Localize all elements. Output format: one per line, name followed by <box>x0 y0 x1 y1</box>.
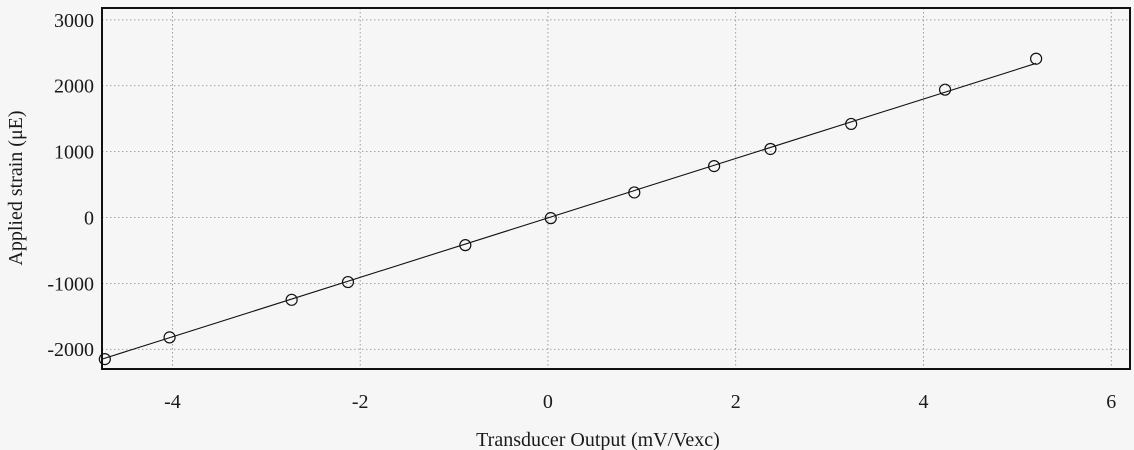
data-point <box>459 239 472 252</box>
fit-line <box>101 62 1037 360</box>
x-tick-labels: -4 -2 0 2 4 6 <box>164 391 1116 413</box>
y-tick-label: -1000 <box>47 273 94 295</box>
x-tick-label: -4 <box>164 391 181 413</box>
x-tick-label: 4 <box>918 391 928 413</box>
fit-line-group <box>101 62 1037 360</box>
y-tick-labels: -2000 -1000 0 1000 2000 3000 <box>47 10 94 361</box>
data-points <box>98 52 1043 366</box>
data-point <box>1030 52 1043 65</box>
x-tick-label: -2 <box>352 391 369 413</box>
data-point <box>163 331 176 344</box>
x-tick-label: 2 <box>731 391 741 413</box>
x-tick-label: 6 <box>1106 391 1116 413</box>
y-tick-label: 3000 <box>54 10 94 32</box>
x-axis-title: Transducer Output (mV/Vexc) <box>476 429 720 450</box>
data-point <box>544 212 557 225</box>
y-tick-label: 0 <box>84 207 94 229</box>
data-point <box>628 186 641 199</box>
y-axis-title: Applied strain (μE) <box>5 110 27 265</box>
plot-frame <box>101 7 1131 370</box>
data-point <box>98 353 111 366</box>
data-point <box>938 83 952 96</box>
data-point <box>285 293 298 306</box>
data-point <box>708 160 721 173</box>
grid <box>102 8 1130 369</box>
data-point <box>341 275 355 289</box>
data-point <box>845 117 858 131</box>
y-tick-label: -2000 <box>47 339 94 361</box>
x-tick-label: 0 <box>543 391 553 413</box>
y-tick-label: 2000 <box>54 76 94 98</box>
y-tick-label: 1000 <box>54 142 94 164</box>
data-point <box>764 142 777 156</box>
